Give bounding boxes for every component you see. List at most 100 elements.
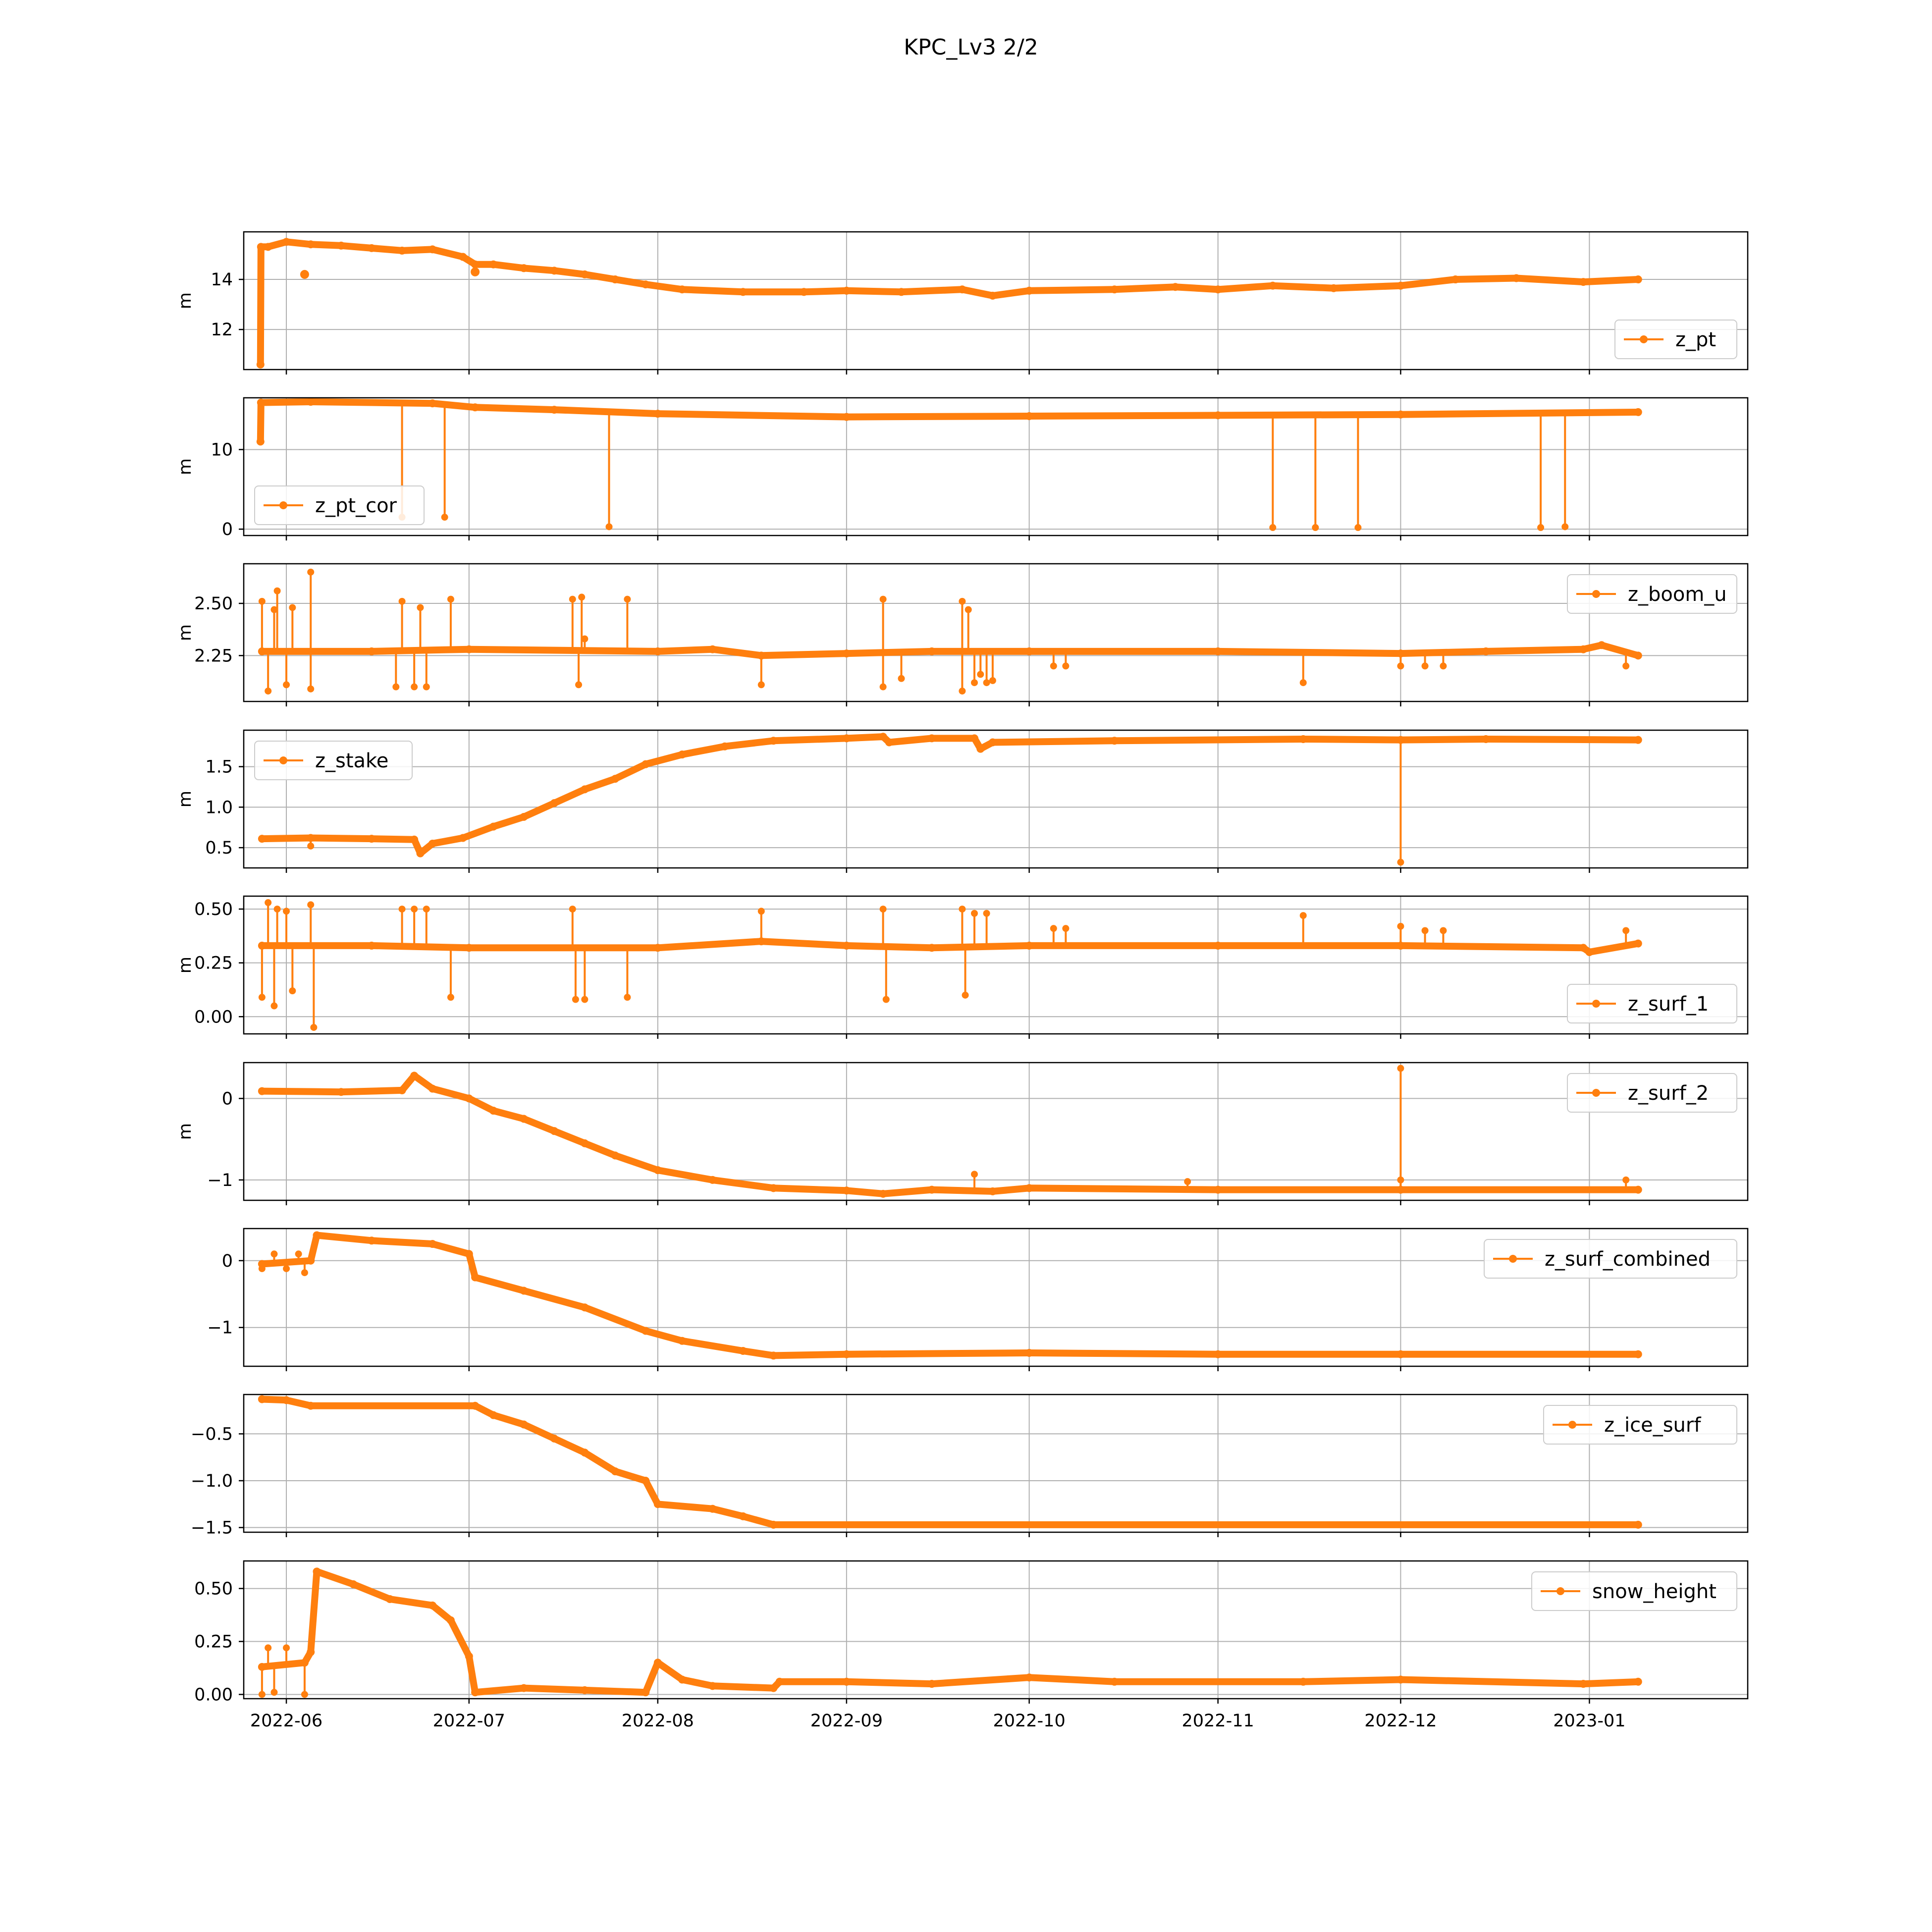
spike-point: [898, 675, 905, 682]
spike-point: [398, 597, 406, 605]
data-point: [1299, 1677, 1307, 1686]
data-point: [581, 270, 589, 278]
legend-label: z_pt: [1675, 328, 1716, 351]
data-point: [313, 1567, 321, 1576]
data-point: [708, 1682, 717, 1690]
data-point: [1579, 645, 1588, 653]
spike-point: [295, 1250, 302, 1258]
spike-point: [392, 683, 400, 691]
data-point: [520, 1684, 528, 1692]
data-point: [550, 267, 558, 275]
data-point: [471, 260, 480, 268]
axes-frame: [243, 231, 1749, 371]
axes-frame: [243, 729, 1749, 869]
data-point: [739, 1512, 747, 1520]
panel-z-surf-combined: −1 0 z_surf_combined: [207, 1228, 1749, 1371]
panel-z-surf-1: 0.00 0.25 0.50 m z_surf_1: [175, 895, 1749, 1039]
spike-point: [283, 681, 290, 689]
data-point: [429, 839, 437, 848]
data-point: [257, 243, 265, 251]
data-point: [489, 260, 497, 268]
data-point: [653, 944, 662, 952]
data-point: [1214, 647, 1222, 655]
data-point: [1171, 283, 1180, 291]
spike-point: [265, 1644, 272, 1652]
data-point: [958, 285, 966, 294]
spike-point: [572, 996, 579, 1003]
data-point: [489, 1107, 497, 1115]
legend: z_pt: [1614, 320, 1737, 359]
data-point: [429, 245, 437, 254]
legend-marker-swatch: [1592, 1000, 1600, 1008]
data-point: [581, 785, 589, 794]
spike-point: [307, 842, 315, 850]
data-point: [927, 734, 936, 743]
data-point: [1025, 1349, 1033, 1357]
data-point: [581, 1139, 589, 1147]
spike-point: [398, 906, 406, 913]
y-tick-label: 0.25: [194, 954, 233, 973]
legend: z_boom_u: [1567, 574, 1737, 614]
data-point: [465, 944, 473, 952]
y-tick-label: 0: [222, 520, 233, 539]
y-tick-label: −1.5: [191, 1518, 233, 1538]
legend-marker-swatch: [1640, 335, 1648, 343]
axes-frame: [243, 563, 1749, 702]
spike-point: [270, 1689, 278, 1696]
spike-point: [624, 595, 631, 603]
spike-point: [423, 906, 430, 913]
spike-point: [270, 1250, 278, 1258]
data-point: [429, 1601, 437, 1610]
data-point: [1634, 1350, 1642, 1358]
data-point: [520, 1115, 528, 1123]
data-point: [1579, 944, 1588, 952]
data-point: [1025, 647, 1033, 655]
legend-marker-swatch: [1568, 1421, 1576, 1429]
legend-label: z_ice_surf: [1604, 1414, 1701, 1437]
data-point: [1598, 641, 1606, 649]
y-tick-label: 0.50: [194, 900, 233, 919]
series-line-snow-height: [258, 1568, 1642, 1696]
data-point: [1214, 941, 1222, 950]
legend-box: [1567, 574, 1737, 614]
data-point: [307, 1648, 315, 1656]
spike-point: [983, 679, 990, 687]
data-point: [1482, 647, 1490, 655]
data-point: [842, 649, 851, 658]
y-tick-label: 0.50: [194, 1579, 233, 1599]
data-point: [800, 288, 808, 296]
data-point: [465, 1250, 473, 1258]
data-point: [842, 1186, 851, 1195]
spike-point: [1397, 662, 1404, 670]
data-point: [678, 285, 686, 294]
y-tick-label: −0.5: [191, 1424, 233, 1444]
data-point: [653, 410, 662, 418]
spike-point: [879, 683, 887, 691]
x-tick-label: 2022-09: [810, 1711, 883, 1731]
data-point: [970, 734, 978, 743]
spike-point: [441, 514, 448, 521]
spike-point: [581, 635, 589, 643]
y-tick-label: 0.25: [194, 1632, 233, 1652]
legend-label: z_pt_cor: [315, 494, 397, 517]
spike-point: [970, 679, 978, 687]
spike-point: [1354, 524, 1362, 531]
y-axis-label: m: [175, 957, 195, 973]
legend-box: [254, 485, 425, 525]
data-point: [1634, 1520, 1642, 1529]
legend: z_pt_cor: [254, 485, 425, 525]
data-point: [581, 1303, 589, 1312]
spike-point: [447, 595, 454, 603]
spike-point: [1440, 662, 1447, 670]
data-point: [1579, 1680, 1588, 1688]
data-point: [611, 275, 619, 284]
axes-frame: [243, 1062, 1749, 1201]
y-tick-label: 2.50: [194, 594, 233, 614]
panel-z-pt: 12 14 m z_pt: [175, 231, 1749, 375]
data-point: [465, 1652, 473, 1661]
spike-point: [273, 587, 281, 594]
spike-point: [265, 899, 272, 907]
data-point: [1330, 284, 1338, 292]
data-point: [1025, 941, 1033, 950]
data-point: [653, 1659, 662, 1667]
